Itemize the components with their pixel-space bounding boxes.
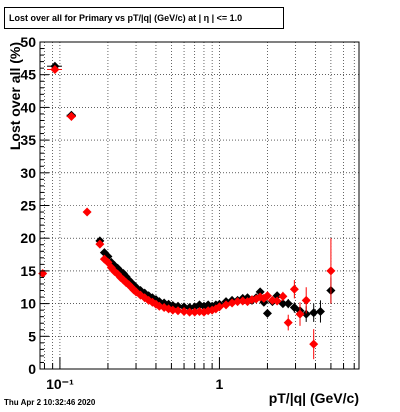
data-point xyxy=(278,291,288,301)
diamond-marker xyxy=(168,305,178,315)
diamond-marker xyxy=(272,296,282,306)
y-tick-label: 30 xyxy=(20,165,36,181)
data-point xyxy=(173,306,183,316)
y-tick-label: 5 xyxy=(28,328,36,344)
data-point xyxy=(179,306,189,316)
y-tick-label: 15 xyxy=(20,263,36,279)
diamond-marker xyxy=(214,302,224,312)
diamond-marker xyxy=(301,309,311,319)
diamond-marker xyxy=(283,299,293,309)
x-tick-label: 1 xyxy=(216,376,224,392)
data-point xyxy=(289,280,299,299)
diamond-marker xyxy=(121,278,131,288)
diamond-marker xyxy=(82,207,92,217)
data-point xyxy=(309,329,319,360)
diamond-marker xyxy=(66,112,76,122)
diamond-marker xyxy=(278,291,288,301)
y-tick-label: 35 xyxy=(20,132,36,148)
data-point xyxy=(47,64,62,74)
diamond-marker xyxy=(301,295,311,305)
diamond-marker xyxy=(179,302,189,312)
data-point xyxy=(179,302,189,312)
y-tick-label: 25 xyxy=(20,198,36,214)
diamond-marker xyxy=(185,307,195,317)
series-1 xyxy=(38,64,336,360)
data-point xyxy=(66,112,76,122)
diamond-marker xyxy=(315,306,325,316)
y-tick-label: 45 xyxy=(20,67,36,83)
diamond-marker xyxy=(173,301,183,311)
timestamp-footer: Thu Apr 2 10:32:46 2020 xyxy=(4,398,96,407)
data-point xyxy=(283,299,293,309)
diamond-marker xyxy=(255,287,265,297)
y-tick-label: 50 xyxy=(20,34,36,50)
data-point xyxy=(295,302,305,326)
data-point xyxy=(214,302,224,312)
diamond-marker xyxy=(309,308,319,318)
diamond-marker xyxy=(309,339,319,349)
data-point xyxy=(185,307,195,317)
data-point xyxy=(262,308,272,318)
y-tick-label: 40 xyxy=(20,99,36,115)
diamond-marker xyxy=(262,308,272,318)
y-tick-label: 0 xyxy=(28,361,36,377)
diamond-marker xyxy=(326,266,336,276)
data-point xyxy=(309,303,319,322)
data-point xyxy=(99,248,109,258)
data-point xyxy=(168,305,178,315)
diamond-marker xyxy=(295,309,305,319)
x-axis-label: pT/|q| (GeV/c) xyxy=(269,390,359,406)
data-point xyxy=(272,296,282,306)
y-tick-label: 10 xyxy=(20,296,36,312)
diamond-marker xyxy=(50,64,60,74)
data-point xyxy=(262,291,272,301)
data-point xyxy=(326,238,336,304)
diamond-marker xyxy=(95,239,105,249)
data-series xyxy=(38,61,336,360)
diamond-marker xyxy=(272,291,282,301)
data-point xyxy=(283,314,293,331)
diamond-marker xyxy=(99,248,109,258)
y-tick-label: 20 xyxy=(20,230,36,246)
y-axis-label: Lost over all (%) xyxy=(7,42,23,150)
x-tick-label: 10⁻¹ xyxy=(46,376,74,392)
diamond-marker xyxy=(289,284,299,294)
diamond-marker xyxy=(283,318,293,328)
grid xyxy=(40,41,359,370)
data-point xyxy=(82,207,92,217)
diamond-marker xyxy=(173,306,183,316)
data-point xyxy=(95,239,105,249)
diamond-marker xyxy=(179,306,189,316)
data-point xyxy=(301,287,311,314)
series-0 xyxy=(47,61,336,323)
diamond-marker xyxy=(262,291,272,301)
chart-title: Lost over all for Primary vs pT/|q| (GeV… xyxy=(4,7,284,29)
data-point xyxy=(315,300,325,323)
axes: 0 5 10 15 20 25 30 35 40 45 50 10⁻¹ 1 xyxy=(20,34,355,392)
